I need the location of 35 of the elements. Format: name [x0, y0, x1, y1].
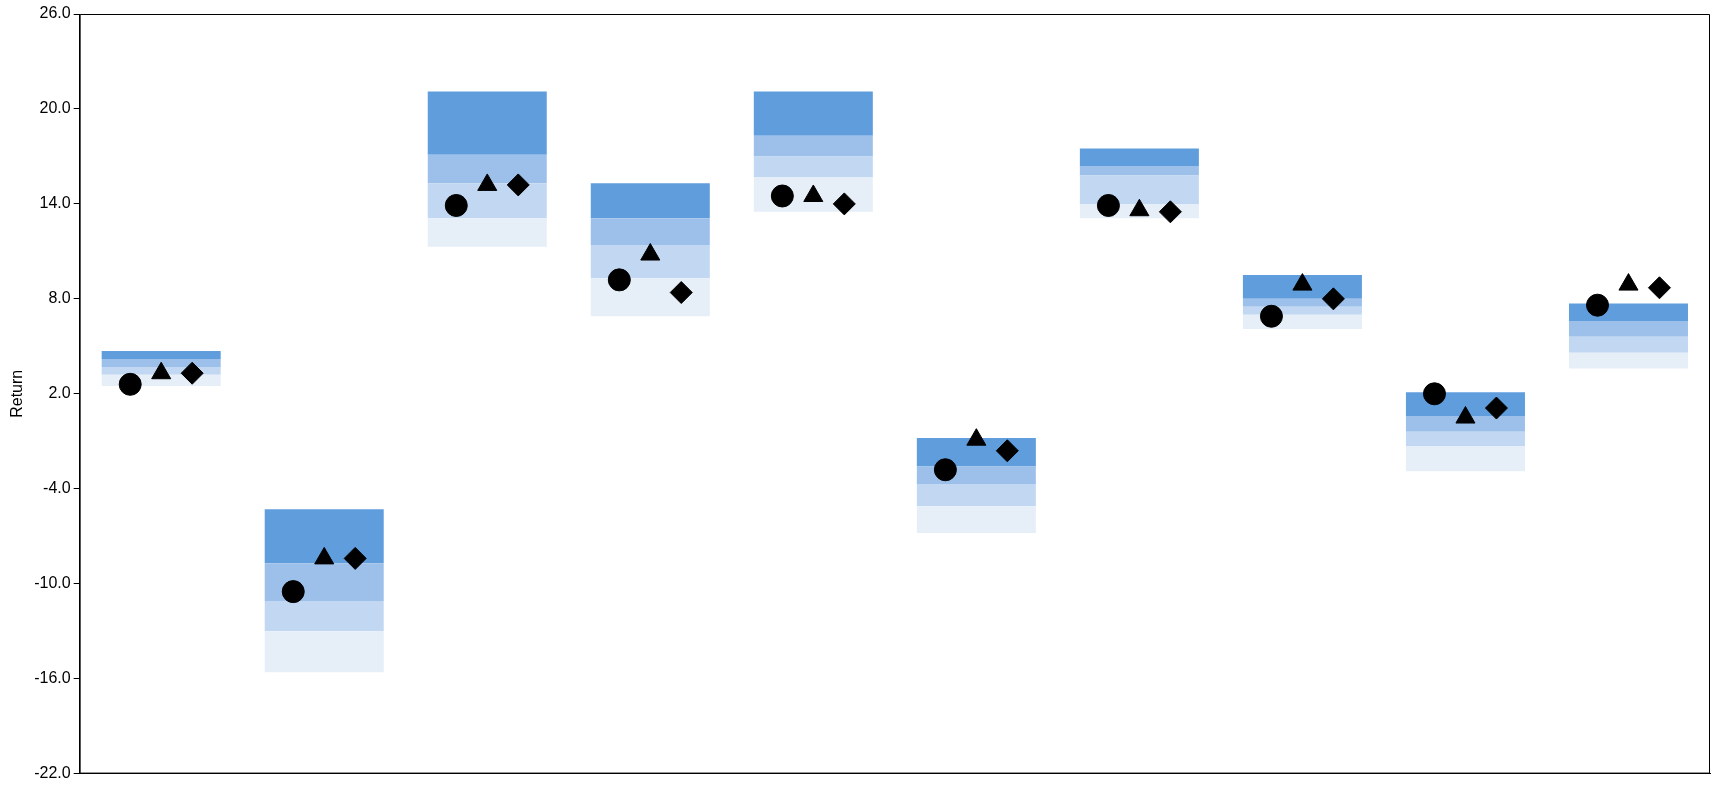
bar	[1405, 446, 1525, 472]
bar	[753, 135, 873, 157]
bar	[101, 358, 221, 367]
bar	[1568, 321, 1688, 337]
bar	[264, 631, 384, 673]
y-tick-label: 2.0	[48, 384, 71, 402]
bar	[427, 154, 547, 184]
y-tick-label: -10.0	[34, 574, 71, 592]
bar	[1079, 175, 1199, 204]
y-axis-title: Return	[8, 369, 26, 418]
bar	[916, 506, 1036, 534]
bar	[264, 509, 384, 564]
bar	[427, 218, 547, 247]
bar	[1079, 148, 1199, 166]
bar	[753, 91, 873, 136]
y-tick-label: 8.0	[48, 289, 71, 307]
y-tick-label: 20.0	[39, 99, 71, 117]
y-tick-label: -16.0	[34, 669, 71, 687]
bar	[1405, 415, 1525, 432]
bar	[916, 484, 1036, 507]
bar	[1568, 352, 1688, 369]
y-tick-label: -22.0	[34, 764, 71, 782]
bar	[1568, 336, 1688, 353]
bar	[427, 91, 547, 155]
bar	[590, 218, 710, 246]
bar	[1079, 165, 1199, 176]
bar	[753, 156, 873, 177]
y-tick-label: 14.0	[39, 194, 71, 212]
bar	[264, 601, 384, 632]
y-tick-label: 26.0	[39, 4, 71, 22]
bar	[590, 245, 710, 279]
bar	[590, 183, 710, 219]
bar	[1405, 431, 1525, 447]
y-tick-label: -4.0	[43, 479, 71, 497]
bar	[101, 351, 221, 359]
